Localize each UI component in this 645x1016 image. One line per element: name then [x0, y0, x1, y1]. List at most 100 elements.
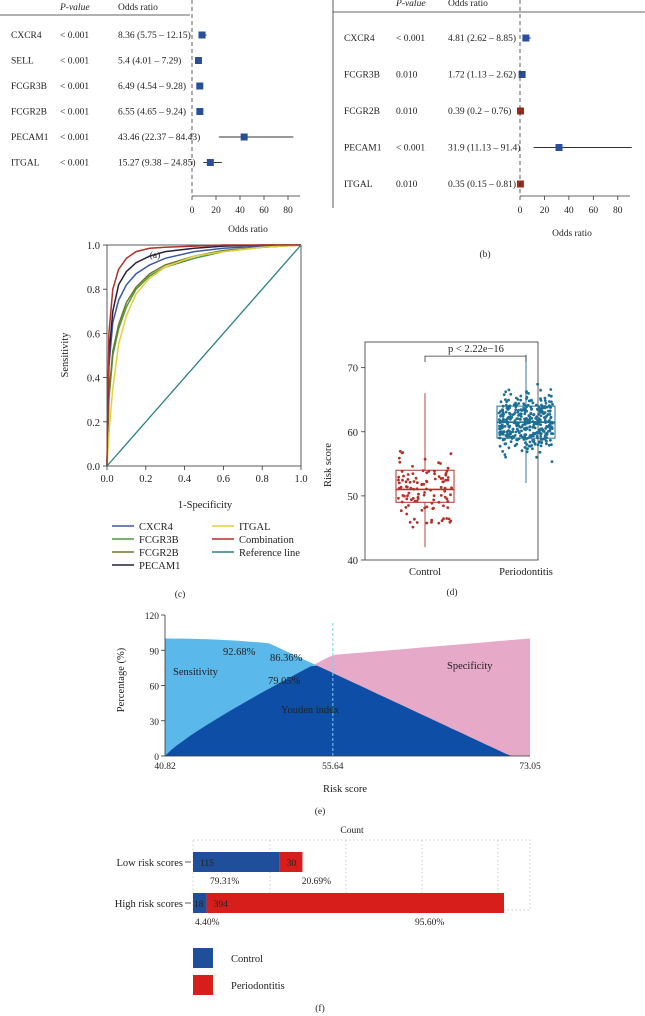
ylabel-c: Sensitivity — [60, 332, 71, 378]
data-point — [538, 418, 541, 421]
data-point — [521, 423, 525, 427]
data-point — [530, 398, 533, 402]
bar-segment — [193, 852, 280, 872]
data-point — [545, 442, 548, 446]
data-point — [514, 396, 518, 400]
xlabel-a: Odds ratio — [228, 225, 268, 235]
data-point — [550, 400, 553, 404]
data-point — [433, 477, 437, 481]
data-point — [442, 504, 445, 508]
data-point — [523, 433, 527, 437]
data-point — [519, 394, 523, 398]
data-point — [529, 433, 533, 437]
legend-label-c: Reference line — [239, 548, 300, 559]
data-point — [539, 437, 543, 441]
data-point — [508, 412, 512, 416]
data-point — [536, 443, 540, 447]
data-point — [536, 436, 539, 440]
data-point — [408, 520, 412, 524]
legend-swatch-f — [193, 975, 213, 995]
gene-label-a: PECAM1 — [11, 133, 49, 143]
data-point — [401, 478, 404, 482]
x-tick-label-e: 73.05 — [519, 762, 541, 772]
data-point — [411, 472, 415, 475]
data-point — [507, 446, 511, 450]
data-point — [515, 438, 519, 442]
data-point — [397, 456, 401, 460]
data-point — [513, 434, 517, 437]
data-point — [539, 414, 543, 418]
legend-label-c: FCGR3B — [139, 535, 179, 546]
data-point — [450, 486, 453, 490]
data-point — [536, 382, 539, 386]
data-point — [407, 504, 410, 507]
pvalue-b: 0.010 — [396, 107, 418, 117]
gene-label-b: FCGR3B — [344, 71, 380, 81]
data-point — [511, 427, 515, 431]
data-point — [543, 399, 547, 402]
data-point — [537, 422, 541, 426]
roc-chart-c: 0.00.0 0.2 0.2 0.4 0.4 0.6 0.6 0.8 0.8 1.0 1.0 1-S… — [60, 241, 308, 600]
pvalue-header-b: P-value — [395, 0, 426, 9]
data-point — [420, 483, 424, 486]
data-point — [514, 430, 518, 434]
data-point — [537, 413, 540, 416]
tick-label-b: 40 — [564, 206, 574, 216]
data-point — [543, 411, 547, 414]
data-point — [501, 432, 505, 436]
data-point — [501, 404, 505, 408]
caption-d: (d) — [446, 587, 457, 598]
data-point — [512, 403, 516, 407]
data-point — [544, 421, 547, 424]
bar-plot-frame — [192, 839, 531, 911]
data-point — [520, 409, 524, 412]
data-point — [543, 396, 547, 400]
title-f: Count — [340, 826, 364, 836]
data-point — [503, 425, 507, 428]
bar-value-label: 30 — [287, 859, 297, 869]
data-point — [423, 506, 427, 510]
data-point — [517, 422, 520, 425]
gene-label-b: ITGAL — [344, 180, 373, 190]
data-point — [444, 478, 448, 482]
specificity-label: Specificity — [447, 661, 493, 672]
bar-segment — [193, 893, 207, 913]
data-point — [442, 517, 445, 521]
data-point — [517, 402, 521, 405]
data-point — [519, 398, 523, 402]
data-point — [502, 393, 506, 396]
data-point — [550, 443, 553, 447]
caption-c: (c) — [175, 589, 186, 600]
tick-label-b: 60 — [589, 206, 599, 216]
data-point — [522, 403, 526, 407]
data-point — [430, 518, 434, 522]
data-point — [523, 410, 527, 413]
data-point — [540, 441, 544, 445]
or-marker-b — [516, 107, 524, 115]
y-tick-label-c: 0.2 — [87, 418, 100, 429]
data-point — [404, 480, 408, 484]
data-point — [523, 427, 526, 431]
data-point — [523, 412, 527, 416]
data-point — [515, 427, 519, 431]
data-point — [449, 452, 453, 456]
data-point — [397, 496, 400, 500]
annotation-e: 92.68% — [223, 647, 256, 658]
data-point — [446, 478, 450, 482]
data-point — [512, 421, 516, 425]
data-point — [548, 419, 551, 422]
data-point — [405, 485, 409, 489]
pvalue-b: < 0.001 — [396, 34, 425, 44]
data-point — [517, 437, 521, 440]
data-point — [398, 460, 402, 464]
data-point — [423, 491, 426, 494]
x-label-d: Control — [409, 567, 441, 578]
data-point — [526, 437, 529, 440]
data-point — [544, 439, 548, 442]
annotation-e: 79.05% — [268, 676, 301, 687]
data-point — [533, 442, 537, 446]
data-point — [400, 500, 404, 504]
pvalue-a: < 0.001 — [60, 159, 89, 169]
data-point — [539, 388, 542, 392]
data-point — [429, 488, 432, 492]
